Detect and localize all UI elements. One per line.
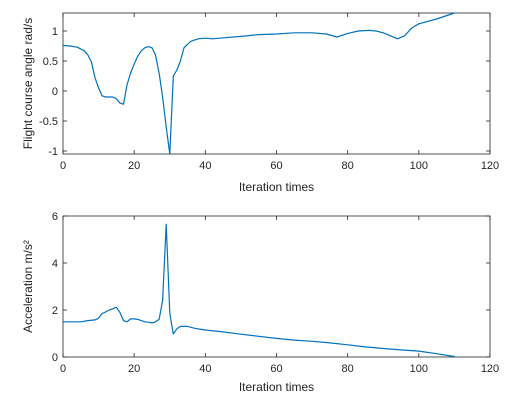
chart-plot-area: 0 20 40 60 80 100 120 -1 -0.5 0 0.5 1 (39, 12, 499, 172)
x-tick-label: 40 (199, 160, 211, 172)
x-tick-label: 120 (481, 363, 499, 375)
y-tick-label: -1 (48, 146, 58, 158)
tick-labels-group: 0 20 40 60 80 100 120 -1 -0.5 0 0.5 1 (39, 26, 499, 172)
x-tick-label: 120 (481, 160, 499, 172)
ticks-group (62, 215, 491, 358)
y-tick-label: -0.5 (39, 116, 58, 128)
axes-frame (62, 215, 491, 358)
series-group (62, 223, 455, 358)
y-tick-label: 4 (52, 258, 58, 270)
x-tick-label: 20 (128, 363, 140, 375)
y-tick-label: 0.5 (43, 56, 58, 68)
chart-plot-area: 0 20 40 60 80 100 120 0 2 4 6 (52, 211, 499, 375)
x-tick-label: 80 (342, 363, 354, 375)
x-tick-label: 100 (410, 160, 428, 172)
y-tick-label: 1 (52, 26, 58, 38)
y-axis-label: Flight course angle rad/s (21, 18, 35, 149)
y-axis-label: Acceleration m/s² (21, 240, 35, 333)
tick-labels-group: 0 20 40 60 80 100 120 0 2 4 6 (52, 211, 499, 375)
x-tick-label: 60 (270, 363, 282, 375)
acceleration-chart: 0 20 40 60 80 100 120 0 2 4 6 Iteration times Acce… (21, 211, 499, 394)
y-tick-label: 2 (52, 305, 58, 317)
x-tick-label: 100 (410, 363, 428, 375)
x-tick-label: 20 (128, 160, 140, 172)
x-tick-label: 60 (270, 160, 282, 172)
y-tick-label: 0 (52, 352, 58, 364)
x-tick-label: 80 (342, 160, 354, 172)
course-angle-chart: 0 20 40 60 80 100 120 -1 -0.5 0 0.5 1 Iteration tim… (21, 12, 499, 194)
x-tick-label: 40 (199, 363, 211, 375)
series-line (62, 223, 455, 358)
y-tick-label: 0 (52, 86, 58, 98)
x-tick-label: 0 (60, 160, 66, 172)
x-axis-label: Iteration times (239, 380, 314, 394)
ticks-group (62, 13, 491, 154)
x-axis-label: Iteration times (239, 180, 314, 194)
y-tick-label: 6 (52, 211, 58, 223)
x-tick-label: 0 (60, 363, 66, 375)
series-group (62, 12, 455, 155)
series-line (62, 12, 455, 155)
